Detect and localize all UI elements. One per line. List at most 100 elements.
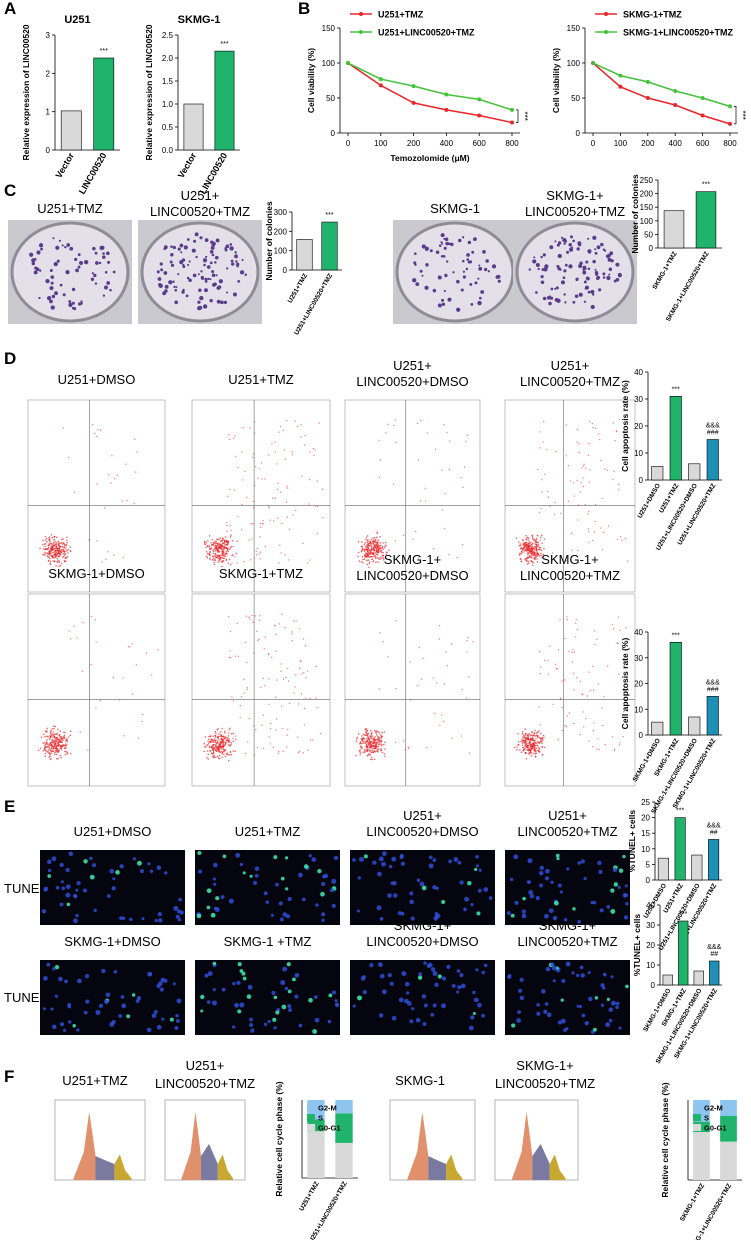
nucleus [119,864,124,869]
legend-marker [604,30,608,34]
event-dot [367,738,370,740]
event-dot [537,741,539,743]
nucleus [618,1026,622,1030]
event-dot [368,549,371,552]
event-dot [49,552,52,555]
event-dot [60,756,63,759]
event-dot [54,739,56,741]
event-dot [214,559,217,562]
colony [224,247,227,250]
event-dot [284,554,286,556]
nucleus [320,891,325,897]
event-dot [532,561,534,564]
nucleus [544,1002,549,1006]
event-dot [215,546,218,548]
image-caption: U251+TMZ [37,201,102,216]
event-dot [218,747,220,750]
event-dot [372,560,375,563]
event-dot [285,501,288,503]
event-dot [235,552,238,555]
event-dot [540,554,543,557]
event-dot [57,757,60,760]
event-dot [66,555,69,558]
event-dot [69,730,72,733]
nucleus [131,993,136,997]
nucleus [137,860,142,866]
event-dot [432,677,434,679]
image-caption-line: SKMG-1 [430,201,480,216]
event-dot [220,748,223,750]
colony [209,298,213,303]
event-dot [87,749,89,751]
series-line [592,62,731,108]
event-dot [381,557,383,560]
colony [462,275,467,279]
nucleus [66,902,71,907]
significance: *** [220,41,228,48]
colony [467,240,472,245]
colony [71,306,75,310]
event-dot [219,731,222,733]
event-dot [215,756,217,759]
event-dot [223,741,225,743]
nucleus [141,917,145,921]
event-dot [252,500,255,503]
nucleus [321,918,325,923]
event-dot [112,676,115,679]
colony [207,277,210,280]
event-dot [543,736,545,739]
nucleus [206,905,211,910]
nucleus [239,969,244,973]
event-dot [232,737,234,739]
nucleus [270,913,274,917]
event-dot [224,755,227,758]
event-dot [365,536,368,539]
event-dot [535,538,537,541]
nucleus [76,1028,80,1032]
nucleus [236,980,241,985]
colony [588,251,591,254]
nucleus [453,857,459,862]
event-dot [39,547,41,550]
event-dot [537,545,540,547]
event-dot [81,670,84,672]
event-dot [221,738,224,740]
significance: &&& [706,679,720,686]
nucleus [427,962,433,968]
event-dot [45,731,48,734]
event-dot [379,541,382,544]
row-label: TUNEL [4,881,47,896]
event-dot [79,731,81,734]
bar [669,395,682,481]
event-dot [279,544,281,546]
event-dot [221,756,223,759]
event-dot [543,538,546,540]
event-dot [203,750,205,753]
nucleus [478,868,482,872]
event-dot [377,551,380,554]
event-dot [381,731,383,734]
event-dot [51,745,53,748]
event-dot [271,443,273,445]
event-dot [523,551,525,553]
event-dot [215,732,217,735]
y-tick-label: 0 [46,146,51,155]
event-dot [619,742,621,744]
event-dot [221,565,223,568]
event-dot [209,550,211,553]
colony [185,294,189,298]
nucleus [381,861,386,867]
event-dot [226,738,229,741]
event-dot [541,479,543,481]
event-dot [44,542,47,545]
event-dot [537,541,540,543]
event-dot [295,674,297,676]
colony [182,264,185,267]
event-dot [533,551,536,554]
event-dot [527,733,529,736]
event-dot [208,535,211,537]
colony [211,273,216,278]
event-dot [94,619,96,621]
event-dot [362,558,364,561]
event-dot [277,488,279,491]
